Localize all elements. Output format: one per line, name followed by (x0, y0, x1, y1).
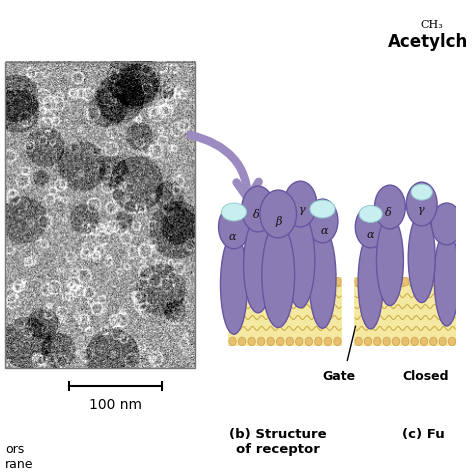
Ellipse shape (220, 235, 247, 334)
Ellipse shape (365, 277, 372, 286)
Ellipse shape (221, 203, 246, 221)
Ellipse shape (420, 277, 428, 286)
Ellipse shape (334, 337, 341, 346)
Text: γ: γ (299, 205, 306, 215)
Text: Closed: Closed (402, 370, 449, 383)
Ellipse shape (355, 206, 386, 248)
Ellipse shape (359, 206, 382, 222)
Ellipse shape (376, 216, 403, 306)
Text: Gate: Gate (322, 370, 356, 383)
Ellipse shape (374, 185, 405, 229)
Bar (5, 62, 195, 368)
Ellipse shape (374, 277, 381, 286)
Text: (b) Structure
of receptor: (b) Structure of receptor (229, 428, 327, 456)
Ellipse shape (420, 337, 428, 346)
Ellipse shape (286, 277, 293, 286)
Ellipse shape (305, 277, 312, 286)
Ellipse shape (324, 337, 332, 346)
Ellipse shape (286, 337, 293, 346)
Ellipse shape (296, 277, 303, 286)
Ellipse shape (324, 277, 332, 286)
Text: α: α (228, 232, 236, 242)
Ellipse shape (296, 337, 303, 346)
Ellipse shape (429, 337, 437, 346)
Ellipse shape (434, 231, 459, 326)
Ellipse shape (439, 337, 447, 346)
Ellipse shape (276, 277, 284, 286)
Ellipse shape (358, 235, 383, 329)
Text: ors: ors (5, 443, 24, 456)
Text: (c) Fu: (c) Fu (402, 428, 445, 441)
Ellipse shape (238, 277, 246, 286)
Text: 100 nm: 100 nm (89, 398, 142, 412)
Ellipse shape (307, 199, 338, 243)
Ellipse shape (429, 277, 437, 286)
Ellipse shape (229, 337, 236, 346)
Ellipse shape (257, 337, 265, 346)
Ellipse shape (374, 337, 381, 346)
Ellipse shape (305, 337, 312, 346)
Ellipse shape (248, 337, 255, 346)
Text: rane: rane (5, 458, 33, 471)
Ellipse shape (431, 203, 462, 245)
Ellipse shape (401, 277, 409, 286)
Ellipse shape (286, 213, 315, 308)
Text: β: β (275, 217, 282, 228)
FancyArrowPatch shape (191, 135, 259, 199)
Text: δ: δ (253, 210, 259, 220)
Ellipse shape (355, 337, 362, 346)
Ellipse shape (267, 337, 274, 346)
Text: γ: γ (419, 205, 425, 215)
Ellipse shape (262, 223, 295, 328)
Ellipse shape (411, 337, 419, 346)
Ellipse shape (315, 277, 322, 286)
Ellipse shape (383, 277, 390, 286)
Text: Acetylch: Acetylch (388, 33, 469, 51)
Ellipse shape (248, 277, 255, 286)
Ellipse shape (276, 337, 284, 346)
Text: α: α (367, 230, 374, 240)
Ellipse shape (334, 277, 341, 286)
Ellipse shape (406, 182, 437, 226)
Ellipse shape (315, 337, 322, 346)
Ellipse shape (408, 213, 435, 302)
Ellipse shape (267, 277, 274, 286)
Ellipse shape (310, 200, 335, 218)
Text: α: α (321, 226, 328, 236)
Ellipse shape (448, 337, 456, 346)
Ellipse shape (284, 181, 317, 227)
Ellipse shape (392, 277, 400, 286)
Text: CH₃: CH₃ (420, 20, 443, 30)
Ellipse shape (219, 205, 249, 249)
Ellipse shape (439, 277, 447, 286)
Text: δ: δ (384, 208, 392, 218)
Bar (228, 277, 342, 346)
Ellipse shape (411, 277, 419, 286)
Ellipse shape (365, 337, 372, 346)
Ellipse shape (229, 277, 236, 286)
Ellipse shape (242, 186, 274, 232)
Ellipse shape (238, 337, 246, 346)
Ellipse shape (392, 337, 400, 346)
Ellipse shape (244, 218, 273, 313)
Ellipse shape (355, 277, 362, 286)
Ellipse shape (309, 229, 336, 328)
Ellipse shape (383, 337, 390, 346)
Ellipse shape (401, 337, 409, 346)
Ellipse shape (411, 184, 432, 200)
Ellipse shape (260, 190, 297, 238)
Ellipse shape (448, 277, 456, 286)
Bar (354, 277, 456, 346)
Ellipse shape (257, 277, 265, 286)
